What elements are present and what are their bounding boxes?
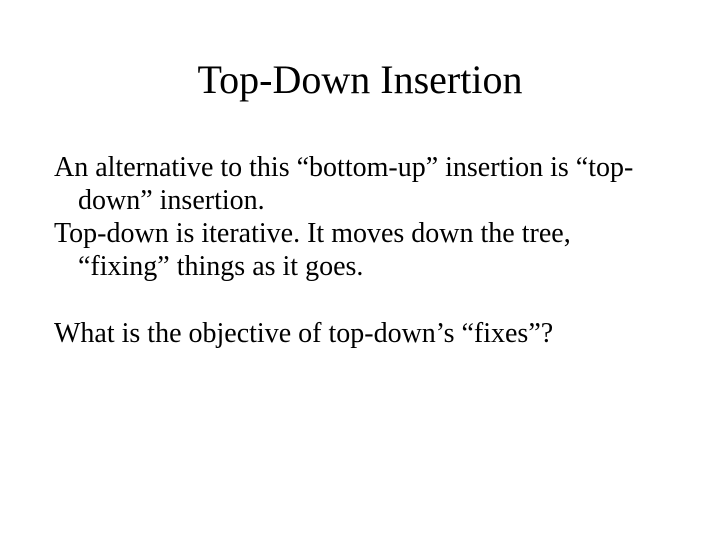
slide-title: Top-Down Insertion <box>0 56 720 103</box>
slide-body: An alternative to this “bottom-up” inser… <box>0 151 720 350</box>
paragraph-2: Top-down is iterative. It moves down the… <box>54 217 666 283</box>
spacer <box>54 283 666 317</box>
slide: Top-Down Insertion An alternative to thi… <box>0 56 720 540</box>
paragraph-1: An alternative to this “bottom-up” inser… <box>54 151 666 217</box>
paragraph-3: What is the objective of top-down’s “fix… <box>54 317 666 350</box>
